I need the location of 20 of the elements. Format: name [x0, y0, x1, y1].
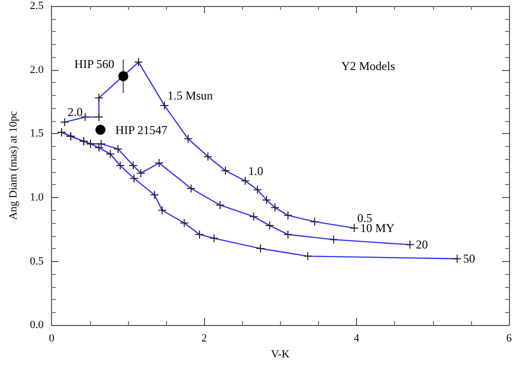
- y-tick-label: 2.5: [30, 0, 44, 12]
- annotation: Y2 Models: [341, 59, 396, 73]
- x-axis-title: V-K: [271, 348, 290, 360]
- x-tick-label: 6: [506, 332, 512, 345]
- y-tick-label: 1.5: [30, 128, 44, 140]
- y-tick-label: 0.0: [30, 319, 44, 332]
- y-tick-label: 0.5: [30, 255, 44, 268]
- series-label: HIP 21547: [115, 122, 168, 137]
- y-tick-label: 1.0: [30, 191, 44, 204]
- x-tick-label: 2: [201, 332, 207, 345]
- series-label: 50: [463, 252, 476, 266]
- y-axis-title: Ang Diam (mas) at 10pc: [8, 111, 20, 220]
- annotation: 1.0: [248, 164, 264, 178]
- series-label: 20: [416, 238, 428, 252]
- annotation: 1.5 Msun: [167, 88, 213, 103]
- x-tick-label: 0: [48, 332, 55, 345]
- series-label: HIP 560: [74, 57, 114, 72]
- y-tick-label: 2.0: [30, 64, 44, 76]
- x-tick-label: 4: [354, 332, 360, 345]
- annotation: 2.0: [68, 105, 83, 120]
